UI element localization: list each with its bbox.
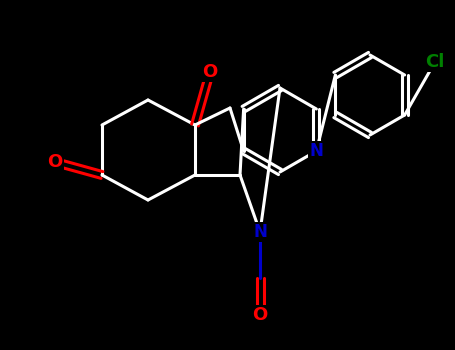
Text: O: O xyxy=(47,153,63,171)
Text: N: N xyxy=(253,223,267,241)
Text: N: N xyxy=(309,142,324,160)
Text: Cl: Cl xyxy=(425,53,445,71)
Text: O: O xyxy=(253,306,268,324)
Text: O: O xyxy=(202,63,217,81)
